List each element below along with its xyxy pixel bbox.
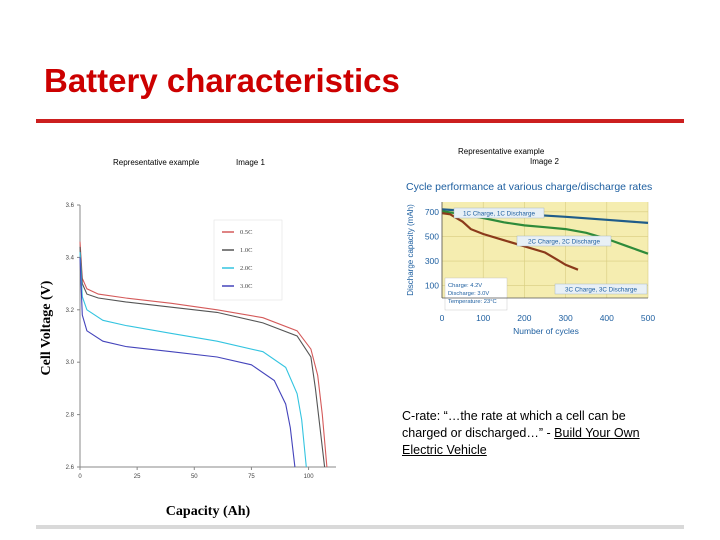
x-tick-label: 500 [641,313,655,323]
series-line-3c-charge-3c-discharge [441,212,579,271]
series-label: 2C Charge, 2C Discharge [528,239,601,246]
y-tick-label: 3.6 [66,203,75,209]
y-tick-label: 500 [425,231,439,241]
y-tick-label: 300 [425,256,439,266]
series-callout-box [554,283,648,295]
series-callout-box [516,235,612,247]
x-tick-label: 200 [517,313,531,323]
y-tick-label: 3.4 [66,255,75,261]
caption-left-example: Representative example [113,158,200,167]
y-tick-label: 2.8 [66,413,75,419]
title-divider [36,119,684,123]
x-tick-label: 400 [600,313,614,323]
series-callout-box [453,207,545,219]
caption-right-image-number: Image 2 [530,157,559,166]
conditions-box [444,277,508,311]
x-axis-label: Capacity (Ah) [166,504,251,519]
series-line-1-0c [79,246,326,468]
annotation-text: Charge: 4.2V [448,283,482,289]
x-tick-label: 100 [476,313,490,323]
chart-title: Cycle performance at various charge/disc… [406,181,652,193]
note-text: C-rate: “…the rate at which a cell can b… [402,409,626,440]
series-line-2-0c [79,252,307,468]
voltage-capacity-chart: Cell Voltage (V) Capacity (Ah) 2.6 2.8 3.0… [39,203,336,519]
y-tick-label: 3.2 [66,308,75,314]
legend-label: 2.0C [240,265,252,272]
y-tick-label: 2.6 [66,465,75,471]
y-tick-label: 100 [425,281,439,291]
legend-label: 0.5C [240,229,252,236]
x-tick-label: 100 [304,474,315,480]
caption-left-image-number: Image 1 [236,158,265,167]
source-link[interactable]: Build Your Own Electric Vehicle [402,426,640,457]
x-axis-label: Number of cycles [513,326,579,336]
annotation-text: Discharge: 3.0V [448,291,489,297]
x-tick-label: 0 [440,313,445,323]
x-tick-label: 50 [191,474,198,480]
x-tick-label: 25 [134,474,141,480]
c-rate-note: C-rate: “…the rate at which a cell can b… [402,408,672,459]
x-tick-label: 0 [78,474,82,480]
y-tick-label: 3.0 [66,360,75,366]
annotation-text: Temperature: 23°C [448,299,497,305]
x-tick-label: 75 [248,474,255,480]
series-label: 3C Charge, 3C Discharge [565,287,638,294]
cycle-performance-chart: Cycle performance at various charge/disc… [406,181,655,336]
y-axis-label: Cell Voltage (V) [39,280,54,375]
x-tick-label: 300 [559,313,573,323]
caption-right-example: Representative example [458,147,545,156]
bottom-divider [36,525,684,529]
y-axis-label: Discharge capacity (mAh) [406,204,415,296]
y-tick-label: 700 [425,207,439,217]
slide-title: Battery characteristics [44,62,400,99]
series-line-3-0c [79,257,296,468]
series-line-0-5c [79,241,328,468]
legend-label: 1.0C [240,247,252,254]
legend-label: 3.0C [240,283,252,290]
series-label: 1C Charge, 1C Discharge [463,211,536,218]
